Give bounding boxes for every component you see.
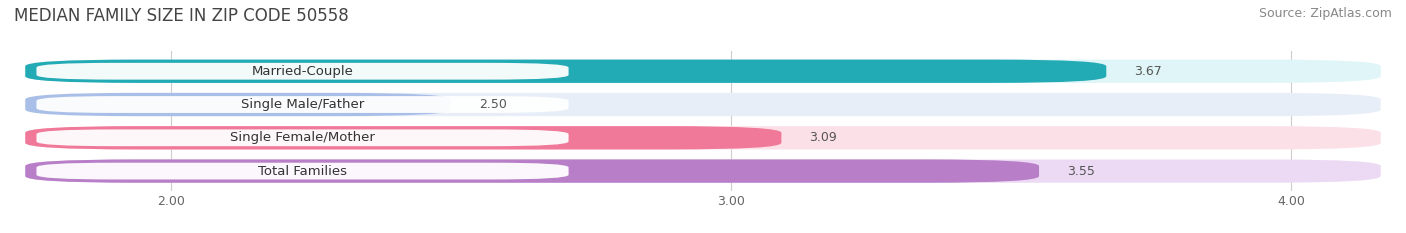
Text: Single Female/Mother: Single Female/Mother [231, 131, 375, 144]
FancyBboxPatch shape [25, 159, 1381, 183]
Text: 3.55: 3.55 [1067, 164, 1095, 178]
FancyBboxPatch shape [37, 163, 568, 179]
Text: MEDIAN FAMILY SIZE IN ZIP CODE 50558: MEDIAN FAMILY SIZE IN ZIP CODE 50558 [14, 7, 349, 25]
FancyBboxPatch shape [37, 63, 568, 80]
Text: 3.67: 3.67 [1135, 65, 1161, 78]
Text: 3.09: 3.09 [810, 131, 837, 144]
Text: Married-Couple: Married-Couple [252, 65, 353, 78]
FancyBboxPatch shape [25, 159, 1039, 183]
FancyBboxPatch shape [25, 126, 1381, 149]
Text: Total Families: Total Families [259, 164, 347, 178]
FancyBboxPatch shape [25, 93, 451, 116]
Text: 2.50: 2.50 [479, 98, 506, 111]
FancyBboxPatch shape [25, 126, 782, 149]
FancyBboxPatch shape [37, 129, 568, 146]
FancyBboxPatch shape [37, 96, 568, 113]
FancyBboxPatch shape [25, 93, 1381, 116]
FancyBboxPatch shape [25, 60, 1381, 83]
FancyBboxPatch shape [25, 60, 1107, 83]
Text: Single Male/Father: Single Male/Father [240, 98, 364, 111]
Text: Source: ZipAtlas.com: Source: ZipAtlas.com [1258, 7, 1392, 20]
